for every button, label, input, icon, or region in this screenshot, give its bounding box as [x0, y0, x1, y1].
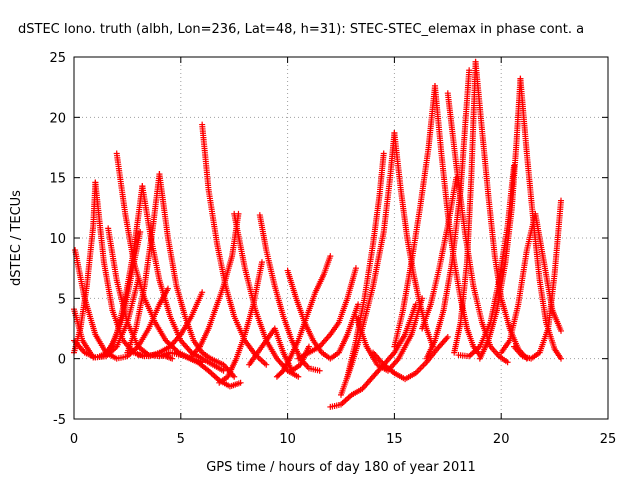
x-tick-label: 10 — [279, 432, 296, 447]
y-tick-label: 5 — [58, 292, 66, 307]
data-series — [156, 171, 238, 380]
data-point-marker — [511, 162, 518, 169]
data-point-marker — [380, 150, 387, 157]
y-tick-label: 20 — [49, 111, 66, 126]
data-series — [216, 259, 265, 386]
data-series — [511, 197, 565, 362]
data-point-marker — [231, 373, 238, 380]
data-point-marker — [263, 361, 270, 368]
data-series — [498, 210, 565, 356]
data-series — [231, 210, 302, 380]
x-axis-label: GPS time / hours of day 180 of year 2011 — [206, 460, 476, 475]
data-point-marker — [327, 253, 334, 260]
data-series — [344, 150, 387, 380]
data-series — [173, 349, 244, 390]
data-point-marker — [558, 197, 565, 204]
chart-title: dSTEC Iono. truth (albh, Lon=236, Lat=48… — [18, 22, 584, 37]
data-point-marker — [199, 289, 206, 296]
data-point-marker — [137, 228, 144, 235]
data-point-marker — [237, 379, 244, 386]
y-tick-label: 15 — [49, 172, 66, 187]
y-tick-label: -5 — [53, 413, 66, 428]
data-series — [455, 162, 518, 360]
data-point-marker — [355, 301, 362, 308]
data-point-marker — [220, 367, 227, 374]
data-series — [199, 121, 270, 368]
x-tick-label: 0 — [70, 432, 78, 447]
data-point-marker — [316, 367, 323, 374]
x-tick-label: 15 — [386, 432, 403, 447]
data-point-marker — [305, 343, 312, 350]
y-tick-label: 0 — [58, 353, 66, 368]
data-point-marker — [466, 67, 473, 74]
data-point-marker — [164, 285, 171, 292]
data-point-marker — [295, 373, 302, 380]
data-series — [124, 171, 163, 356]
data-point-marker — [258, 259, 265, 266]
data-series — [71, 179, 99, 356]
data-series — [370, 333, 451, 383]
data-point-marker — [558, 327, 565, 334]
data-point-marker — [504, 359, 511, 366]
data-point-marker — [444, 333, 451, 340]
data-series — [327, 301, 419, 410]
data-series — [419, 174, 460, 332]
y-tick-label: 25 — [49, 51, 66, 66]
data-point-marker — [352, 265, 359, 272]
data-point-marker — [169, 355, 176, 362]
data-series — [391, 82, 438, 350]
y-tick-label: 10 — [49, 232, 66, 247]
x-tick-label: 25 — [600, 432, 617, 447]
data-series — [139, 183, 227, 374]
data-series — [352, 295, 426, 374]
data-series — [246, 325, 312, 374]
data-series — [295, 265, 359, 362]
data-point-marker — [558, 355, 565, 362]
x-tick-label: 20 — [493, 432, 510, 447]
y-axis-label: dSTEC / TECUs — [9, 190, 24, 286]
data-series — [135, 289, 206, 360]
data-series — [273, 253, 334, 380]
x-tick-label: 5 — [177, 432, 185, 447]
